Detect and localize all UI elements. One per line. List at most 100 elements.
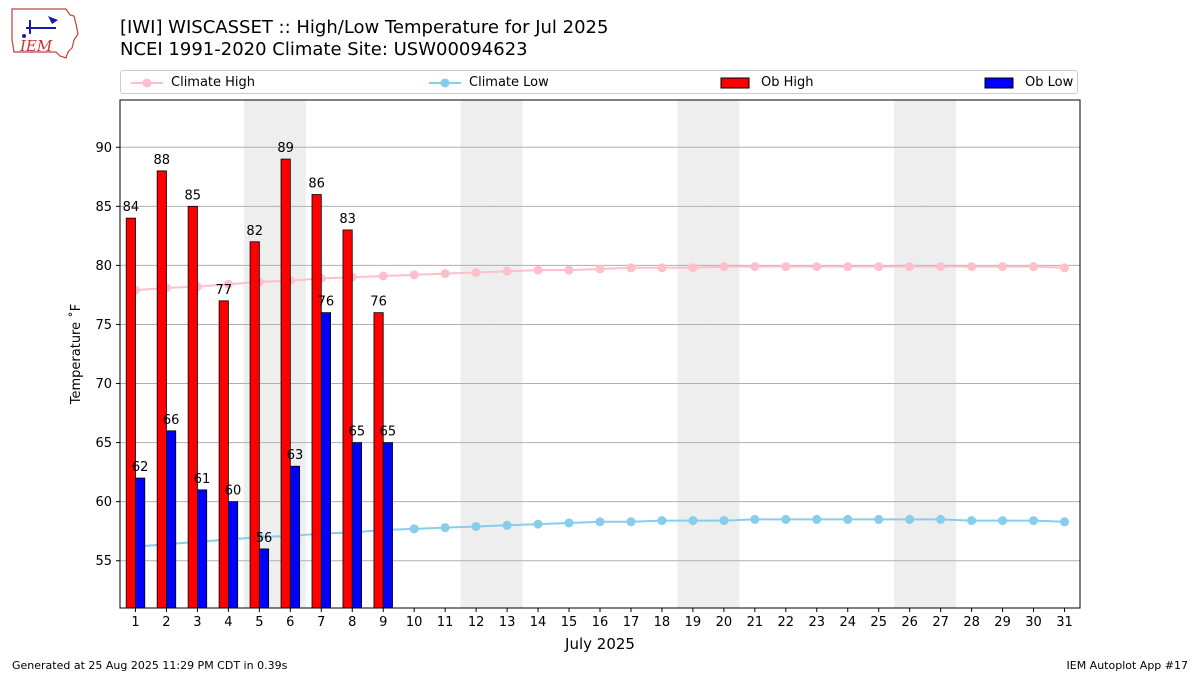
x-tick-label: 27 [932,615,949,630]
climate-high-point [750,262,760,272]
climate-low-marker-icon [429,78,461,88]
climate-low-point [1060,517,1070,527]
ob-low-bar [166,430,177,609]
climate-high-point [936,262,946,272]
legend-label-climate-low: Climate Low [469,75,549,90]
climate-low-point [719,516,729,526]
climate-low-point [688,516,698,526]
ob-high-bar [249,241,260,609]
climate-high-point [998,262,1008,272]
climate-high-point [1060,263,1070,273]
x-tick-label: 28 [963,615,980,630]
climate-high-point [905,262,915,272]
climate-low-point [533,519,543,529]
climate-high-point [502,266,512,276]
x-tick-label: 4 [224,615,232,630]
ob-high-bar [125,217,136,609]
ob-low-bar [197,489,208,609]
y-tick-label: 85 [95,200,112,215]
x-tick-label: 30 [1025,615,1042,630]
x-tick-label: 14 [530,615,547,630]
x-tick-label: 20 [716,615,733,630]
x-tick-label: 31 [1056,615,1073,630]
ob-high-value-label: 89 [277,141,294,156]
x-tick-label: 22 [778,615,795,630]
x-tick-label: 11 [437,615,454,630]
climate-low-point [657,516,667,526]
title-line-2: NCEI 1991-2020 Climate Site: USW00094623 [120,39,528,60]
ob-low-value-label: 61 [194,472,211,487]
ob-high-value-label: 76 [370,295,387,310]
ob-high-value-label: 86 [308,177,325,192]
weekend-shade [491,100,523,608]
y-tick-label: 75 [95,318,112,333]
legend-label-ob-low: Ob Low [1025,75,1074,90]
y-tick-label: 90 [95,141,112,156]
generated-timestamp: Generated at 25 Aug 2025 11:29 PM CDT in… [12,659,288,672]
ob-low-value-label: 76 [318,295,335,310]
weekend-shade [460,100,492,608]
ob-low-value-label: 63 [287,448,304,463]
ob-low-value-label: 66 [163,413,180,428]
climate-high-point [1029,262,1039,272]
x-axis-label: July 2025 [564,635,635,653]
climate-high-point [781,262,791,272]
x-tick-label: 9 [379,615,387,630]
x-tick-label: 16 [592,615,609,630]
app-id: IEM Autoplot App #17 [1066,659,1189,672]
climate-high-point [471,267,481,277]
weekend-shade [894,100,926,608]
ob-low-bar [320,312,331,609]
weekend-shade [925,100,957,608]
ob-high-bar [342,229,353,609]
weekend-shade [677,100,709,608]
y-tick-label: 65 [95,436,112,451]
climate-high-point [967,262,977,272]
ob-high-value-label: 83 [339,212,356,227]
climate-low-point [626,517,636,527]
climate-high-point [626,263,636,273]
ob-low-bar [227,501,239,609]
ob-low-value-label: 60 [225,484,242,499]
x-tick-label: 24 [839,615,856,630]
ob-low-value-label: 56 [256,531,273,546]
climate-low-point [812,514,822,524]
x-tick-label: 21 [747,615,764,630]
climate-low-point [750,514,760,524]
climate-low-point [440,523,450,533]
legend-label-climate-high: Climate High [171,75,256,90]
x-tick-label: 5 [255,615,263,630]
climate-high-point [378,271,388,281]
x-tick-label: 2 [162,615,170,630]
ob-low-swatch-icon [984,77,1014,89]
climate-low-point [409,524,419,534]
x-tick-label: 29 [994,615,1011,630]
climate-low-point [874,514,884,524]
climate-high-marker-icon [131,78,163,88]
plot-frame [119,99,1081,609]
ob-high-value-label: 85 [185,188,202,203]
x-tick-label: 23 [809,615,826,630]
ob-low-bar [289,465,301,609]
climate-high-point [409,270,419,280]
ob-low-value-label: 65 [380,425,397,440]
x-tick-label: 18 [654,615,671,630]
climate-low-point [843,514,853,524]
x-tick-label: 13 [499,615,516,630]
legend: Climate High Climate Low Ob High Ob Low [120,70,1078,94]
title-line-1: [IWI] WISCASSET :: High/Low Temperature … [120,17,609,38]
y-tick-label: 80 [95,259,112,274]
ob-high-bar [373,312,384,609]
climate-high-point [843,262,853,272]
climate-low-point [502,520,512,530]
climate-low-point [781,514,791,524]
climate-high-point [595,264,605,274]
ob-high-bar [311,194,322,609]
ob-high-bar [218,300,229,609]
x-tick-label: 8 [348,615,356,630]
ob-high-value-label: 84 [123,200,140,215]
iem-logo: IEM [8,6,80,60]
x-tick-label: 19 [685,615,702,630]
x-tick-label: 1 [131,615,139,630]
